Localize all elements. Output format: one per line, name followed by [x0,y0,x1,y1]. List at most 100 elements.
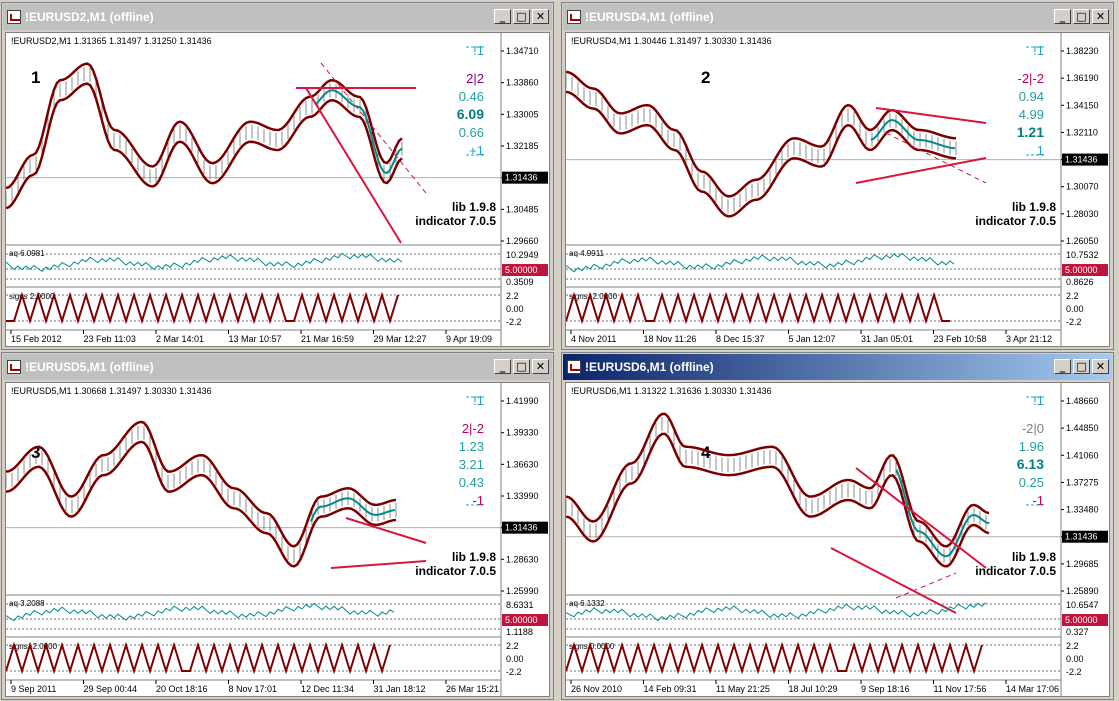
chart-canvas[interactable]: !EURUSD5,M1 1.30668 1.31497 1.30330 1.31… [6,383,549,696]
trend-line [895,572,957,599]
close-button[interactable]: ✕ [532,359,549,374]
lower-band-line [566,90,957,218]
trend-line [875,107,987,124]
signs-tick-label: -2.2 [1066,317,1082,327]
price-tick-label: 1.25890 [1066,586,1099,596]
date-tick-label: 8 Dec 15:37 [716,334,765,344]
stat-value: 1 [1037,143,1044,158]
minimize-button[interactable]: _ [1054,9,1071,24]
date-tick-label: 9 Sep 18:16 [861,684,910,694]
close-button[interactable]: ✕ [1092,359,1109,374]
stat-value: 0.94 [1019,89,1044,104]
chart-canvas[interactable]: !EURUSD2,M1 1.31365 1.31497 1.31250 1.31… [6,33,549,346]
aq-threshold-marker [1062,614,1108,626]
chart-annotation-label: 1 [31,68,40,87]
close-button[interactable]: ✕ [1092,9,1109,24]
aq-tick-label: 0.3509 [506,277,534,287]
chart-window-2[interactable]: !EURUSD4,M1 (offline) _ □ ✕ !EURUSD4,M1 … [561,2,1114,350]
aq-label: aq 6.0981 [9,249,45,258]
signs-tick-label: 2.2 [1066,291,1079,301]
chart-icon [567,360,581,374]
mid-line [870,119,956,150]
date-tick-label: 18 Jul 10:29 [789,684,838,694]
date-tick-label: 31 Jan 05:01 [861,334,913,344]
price-tick-label: 1.34710 [506,46,539,56]
chart-icon [7,360,21,374]
symbol-info: !EURUSD4,M1 1.30446 1.31497 1.30330 1.31… [571,36,772,46]
title-bar[interactable]: !EURUSD2,M1 (offline) _ □ ✕ [3,4,552,30]
aq-tick-label: 0.8626 [1066,277,1094,287]
chart-canvas[interactable]: !EURUSD4,M1 1.30446 1.31497 1.30330 1.31… [566,33,1109,346]
indicator-version: indicator 7.0.5 [975,214,1056,228]
date-tick-label: 21 Mar 16:59 [301,334,354,344]
symbol-info: !EURUSD5,M1 1.30668 1.31497 1.30330 1.31… [11,386,212,396]
price-tick-label: 1.30070 [1066,182,1099,192]
signs-tick-label: 0.00 [506,654,524,664]
maximize-button[interactable]: □ [513,9,530,24]
maximize-button[interactable]: □ [513,359,530,374]
aq-tick-label: 10.2949 [506,250,539,260]
stat-value: -2|0 [1022,421,1044,436]
title-bar[interactable]: !EURUSD5,M1 (offline) _ □ ✕ [3,354,552,380]
date-tick-label: 9 Sep 2011 [11,684,56,694]
chart-area[interactable]: !EURUSD6,M1 1.31322 1.31636 1.30330 1.31… [565,382,1110,697]
price-tick-label: 1.37275 [1066,477,1099,487]
price-tick-label: 1.33005 [506,109,539,119]
date-tick-label: 26 Mar 15:21 [446,684,499,694]
signs-tick-label: -2.2 [506,667,522,677]
date-tick-label: 15 Feb 2012 [11,334,62,344]
signs-line [566,291,950,325]
aq-threshold-marker [502,614,548,626]
title-bar[interactable]: !EURUSD4,M1 (offline) _ □ ✕ [563,4,1112,30]
chart-icon [7,10,21,24]
price-tick-label: 1.39330 [506,428,539,438]
aq-tick-label: 1.1188 [506,627,533,637]
minimize-button[interactable]: _ [494,9,511,24]
indicator-version: indicator 7.0.5 [975,564,1056,578]
trend-line [330,560,427,569]
stat-value: !1 [1033,43,1044,58]
price-tick-label: 1.29660 [506,236,539,246]
minimize-button[interactable]: _ [1054,359,1071,374]
signs-line [566,641,983,675]
date-tick-label: 9 Apr 19:09 [446,334,492,344]
date-tick-label: 11 May 21:25 [716,684,770,694]
window-title: !EURUSD5,M1 (offline) [25,360,154,374]
price-tick-label: 1.25990 [506,586,539,596]
stat-value: 3.21 [459,457,484,472]
title-bar[interactable]: !EURUSD6,M1 (offline) _ □ ✕ [563,354,1112,380]
minimize-button[interactable]: _ [494,359,511,374]
stat-value: 2|2 [466,71,484,86]
price-tick-label: 1.36190 [1066,73,1099,83]
close-button[interactable]: ✕ [532,9,549,24]
date-tick-label: 5 Jan 12:07 [789,334,836,344]
current-price-label: 1.31436 [505,173,538,183]
chart-area[interactable]: !EURUSD4,M1 1.30446 1.31497 1.30330 1.31… [565,32,1110,347]
current-price-marker [1062,153,1108,166]
aq-label: aq 4.9911 [569,249,605,258]
chart-area[interactable]: !EURUSD5,M1 1.30668 1.31497 1.30330 1.31… [5,382,550,697]
signs-tick-label: 2.2 [506,291,519,301]
date-tick-label: 14 Feb 09:31 [644,684,697,694]
indicator-version: indicator 7.0.5 [415,564,496,578]
price-tick-label: 1.33860 [506,78,539,88]
chart-window-3[interactable]: !EURUSD5,M1 (offline) _ □ ✕ !EURUSD5,M1 … [1,352,554,700]
chart-area[interactable]: !EURUSD2,M1 1.31365 1.31497 1.31250 1.31… [5,32,550,347]
chart-window-4[interactable]: !EURUSD6,M1 (offline) _ □ ✕ !EURUSD6,M1 … [561,352,1114,700]
date-tick-label: 2 Mar 14:01 [156,334,204,344]
chart-window-1[interactable]: !EURUSD2,M1 (offline) _ □ ✕ !EURUSD2,M1 … [1,2,554,350]
stat-value: !1 [1033,393,1044,408]
maximize-button[interactable]: □ [1073,359,1090,374]
chart-canvas[interactable]: !EURUSD6,M1 1.31322 1.31636 1.30330 1.31… [566,383,1109,696]
maximize-button[interactable]: □ [1073,9,1090,24]
stat-value: 6.09 [457,106,484,122]
upper-band-line [566,412,990,548]
date-tick-label: 29 Mar 12:27 [374,334,427,344]
price-tick-label: 1.32185 [506,141,539,151]
symbol-info: !EURUSD2,M1 1.31365 1.31497 1.31250 1.31… [11,36,212,46]
date-tick-label: 29 Sep 00:44 [84,684,138,694]
date-tick-label: 8 Nov 17:01 [229,684,278,694]
indicator-version: indicator 7.0.5 [415,214,496,228]
price-tick-label: 1.41990 [506,396,539,406]
stat-value: -2|-2 [1018,71,1045,86]
